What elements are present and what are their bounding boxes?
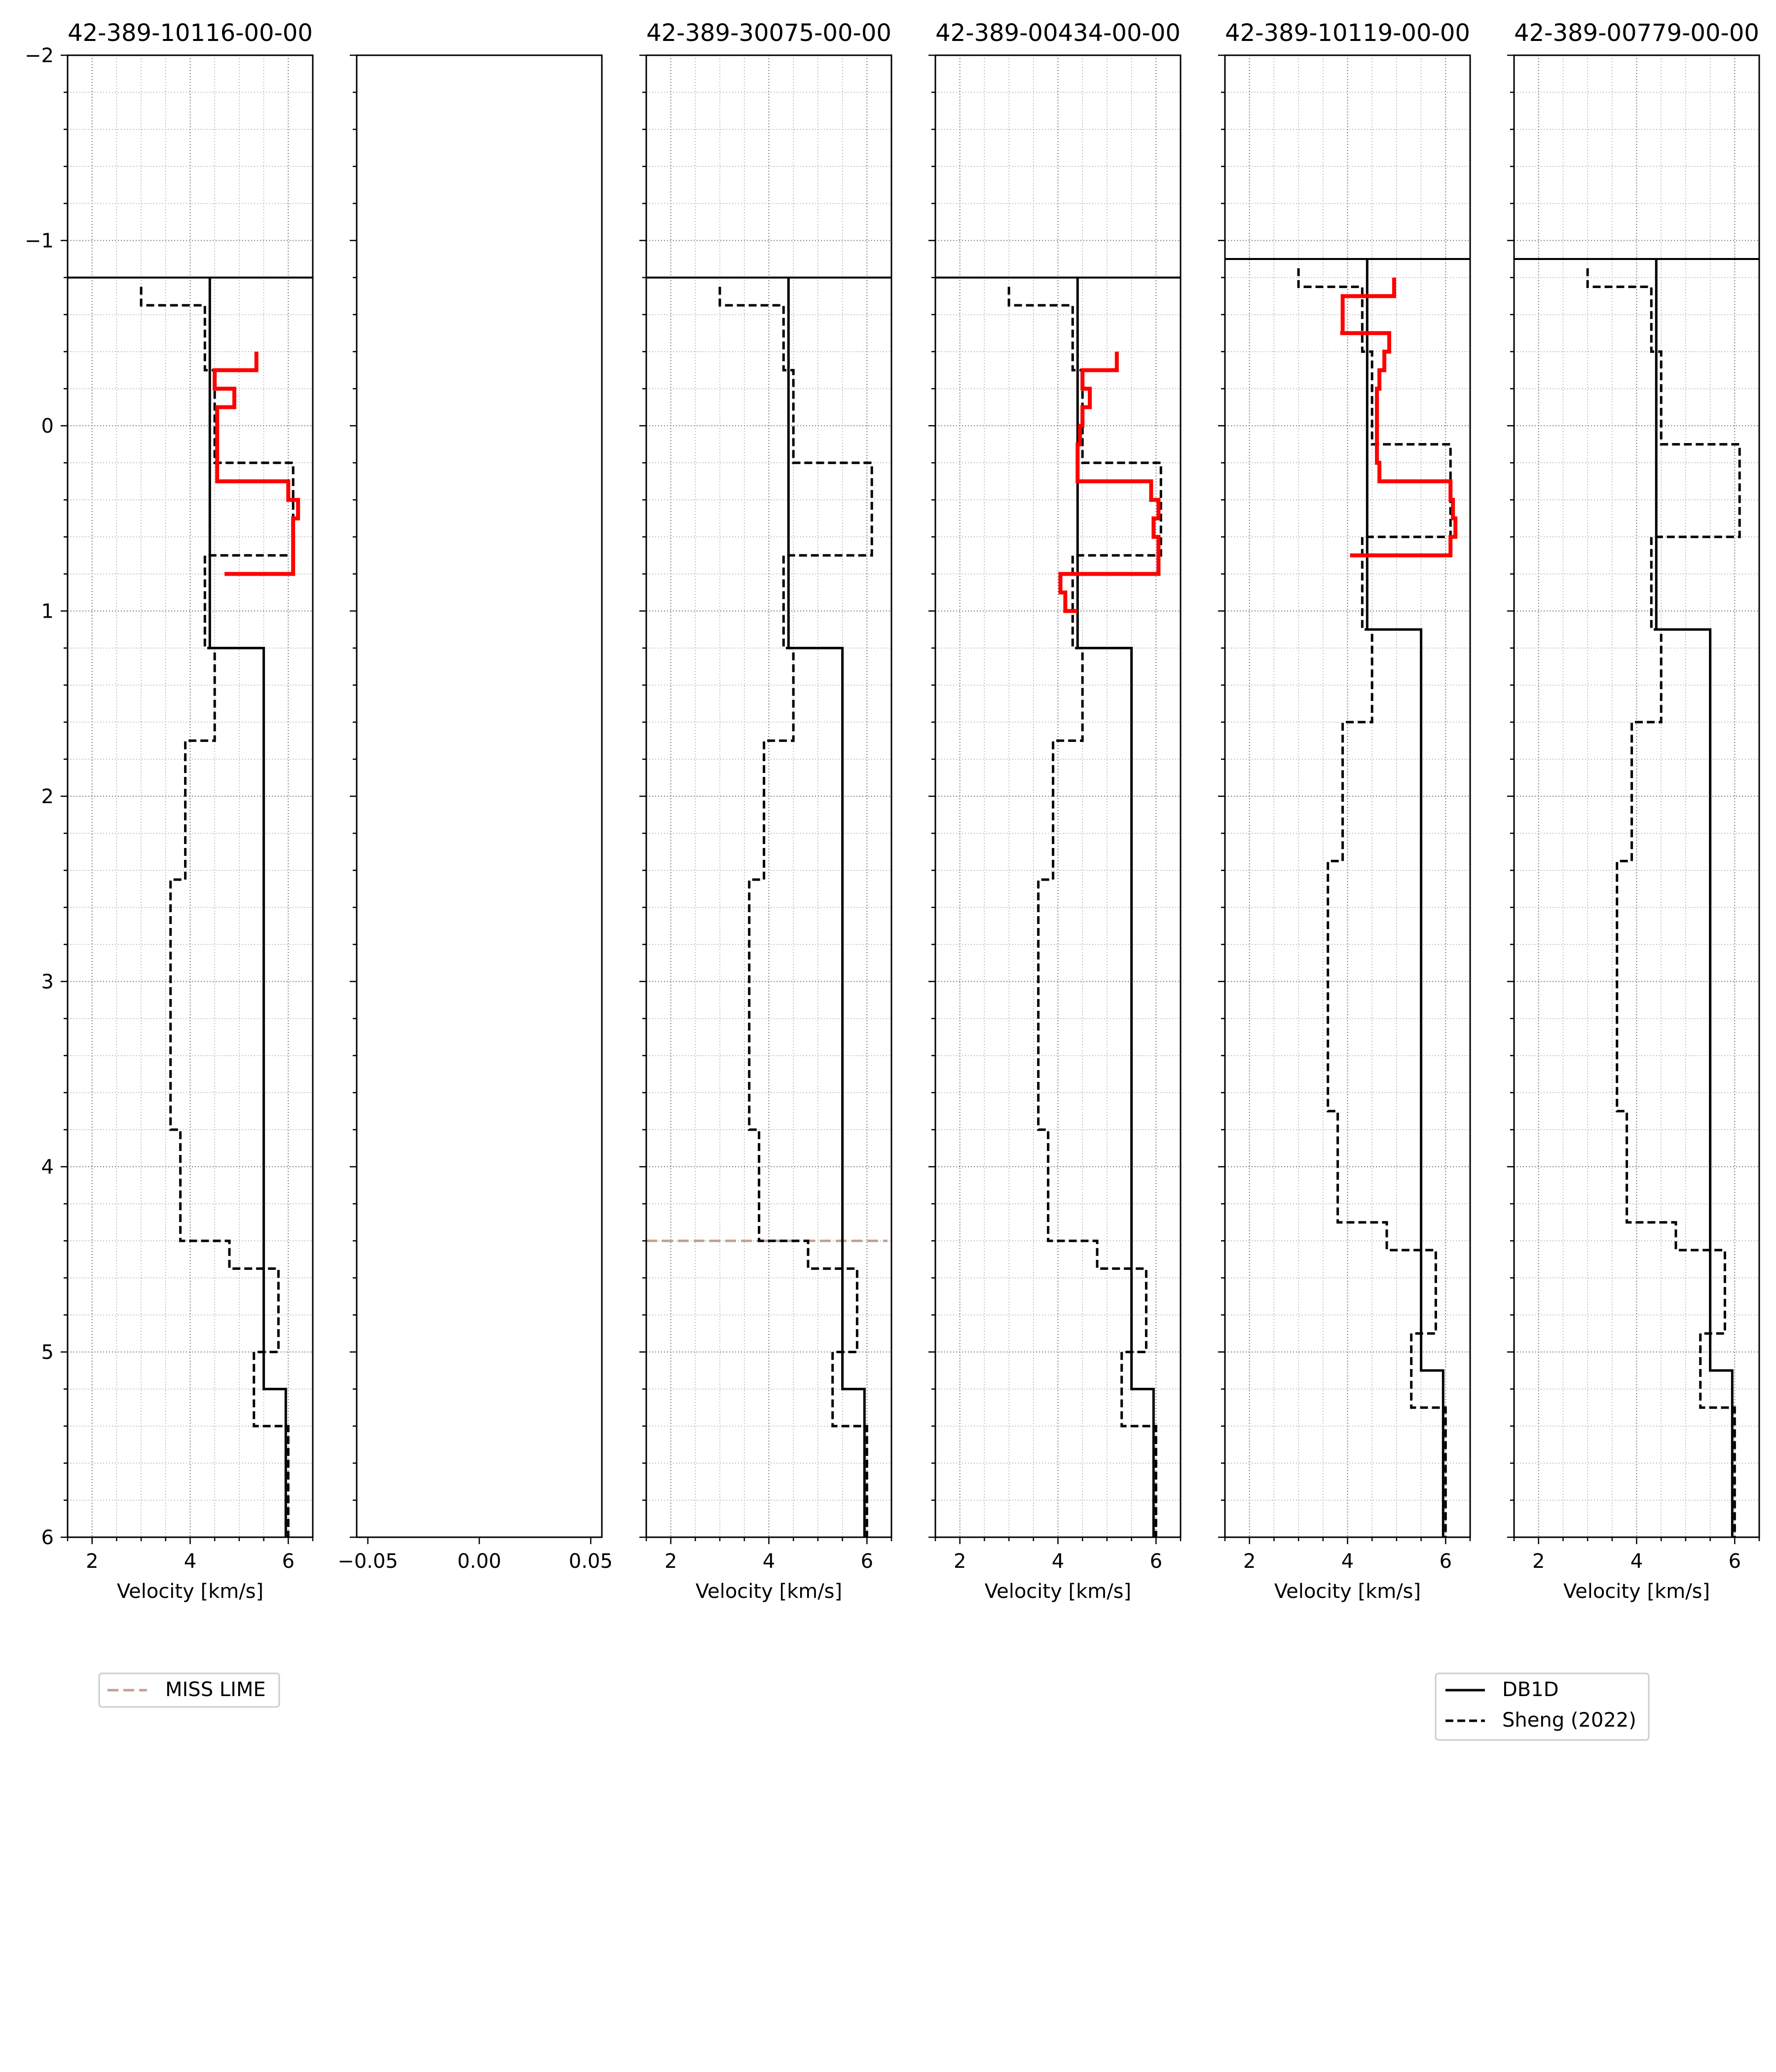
x-tick-label: 4	[763, 1550, 775, 1573]
panel-data	[935, 276, 1181, 1537]
x-tick-label: 4	[1052, 1550, 1064, 1573]
panel-5: 2 4 6 42-389-00779-00-00 Velocity [km/s]	[1507, 19, 1760, 1603]
red-velocity-line	[1340, 277, 1458, 557]
y-tick-label: 2	[41, 785, 54, 808]
panels-group: 2 4 6 −2 −1 0 1 2 3 4 5 6 42-389-10116-00-00 Velocity…	[25, 19, 1760, 1603]
panel-frame	[1224, 54, 1471, 1538]
y-tick-label: 1	[41, 600, 54, 623]
y-tick-label: 6	[41, 1526, 54, 1549]
panel-0: 2 4 6 −2 −1 0 1 2 3 4 5 6 42-389-10116-00-00 Velocity…	[25, 19, 314, 1603]
db1d-line	[1655, 259, 1734, 1537]
panel-frame	[356, 54, 603, 1538]
panel-data	[1514, 258, 1759, 1537]
x-axis-label: Velocity [km/s]	[985, 1580, 1131, 1603]
panel-frame	[934, 54, 1182, 1538]
x-tick-label: 2	[1532, 1550, 1545, 1573]
panel-frame	[1513, 54, 1760, 1538]
x-axis-label: Velocity [km/s]	[696, 1580, 842, 1603]
x-tick-label: 6	[1729, 1550, 1741, 1573]
panel-4: 2 4 6 42-389-10119-00-00 Velocity [km/s]	[1218, 19, 1471, 1603]
legend-right-box	[1435, 1672, 1650, 1741]
sheng-2022-line	[1297, 268, 1452, 1537]
x-axis-label: Velocity [km/s]	[117, 1580, 263, 1603]
legend-right: DB1D Sheng (2022)	[1435, 1672, 1650, 1741]
panel-title: 42-389-10119-00-00	[1225, 19, 1470, 47]
red-velocity-line	[213, 351, 300, 576]
panel-frame	[645, 54, 892, 1538]
sheng-2022-line	[1586, 268, 1741, 1537]
db1d-line	[1366, 259, 1444, 1537]
red-velocity-line	[1058, 351, 1161, 613]
x-tick-label: 2	[1243, 1550, 1256, 1573]
panel-2: 2 4 6 42-389-30075-00-00 Velocity [km/s]	[639, 19, 892, 1603]
y-tick-label: 3	[41, 971, 54, 994]
x-tick-label: 6	[861, 1550, 873, 1573]
x-tick-label: 6	[282, 1550, 295, 1573]
x-tick-label: 4	[1630, 1550, 1643, 1573]
legend-left: MISS LIME	[98, 1672, 280, 1708]
panel-frame	[67, 54, 314, 1538]
db1d-line	[1076, 277, 1155, 1537]
sheng-2022-line	[1007, 287, 1162, 1537]
x-tick-label: 2	[665, 1550, 677, 1573]
x-tick-label: 6	[1150, 1550, 1162, 1573]
x-axis-label: Velocity [km/s]	[1274, 1580, 1421, 1603]
y-tick-label: 5	[41, 1341, 54, 1364]
x-tick-label: 4	[184, 1550, 196, 1573]
legend-right-label-1: Sheng (2022)	[1502, 1709, 1636, 1732]
sheng-2022-line	[718, 287, 873, 1537]
legend-left-box	[98, 1672, 280, 1708]
panel-title: 42-389-10116-00-00	[68, 19, 313, 47]
y-tick-label: −2	[25, 44, 54, 67]
panel-1: −0.05 0.00 0.05	[337, 54, 613, 1573]
legend-right-label-0: DB1D	[1502, 1678, 1559, 1701]
y-tick-label: 0	[41, 415, 54, 438]
x-tick-label: 6	[1440, 1550, 1452, 1573]
y-tick-label: 4	[41, 1156, 54, 1179]
x-tick-label: −0.05	[337, 1550, 398, 1573]
panel-data	[68, 276, 313, 1537]
x-tick-label: 2	[954, 1550, 966, 1573]
panel-title: 42-389-30075-00-00	[646, 19, 891, 47]
db1d-line	[787, 277, 866, 1537]
x-tick-label: 0.05	[569, 1550, 613, 1573]
x-tick-label: 4	[1341, 1550, 1354, 1573]
panel-data	[1225, 258, 1470, 1537]
y-tick-label: −1	[25, 230, 54, 253]
x-tick-label: 0.00	[457, 1550, 501, 1573]
legend-left-label-0: MISS LIME	[165, 1678, 266, 1701]
x-axis-label: Velocity [km/s]	[1563, 1580, 1710, 1603]
panel-title: 42-389-00779-00-00	[1514, 19, 1759, 47]
panel-3: 2 4 6 42-389-00434-00-00 Velocity [km/s]	[928, 19, 1182, 1603]
panel-title: 42-389-00434-00-00	[935, 19, 1181, 47]
panel-data	[646, 276, 891, 1537]
x-tick-label: 2	[86, 1550, 98, 1573]
db1d-line	[208, 277, 287, 1537]
